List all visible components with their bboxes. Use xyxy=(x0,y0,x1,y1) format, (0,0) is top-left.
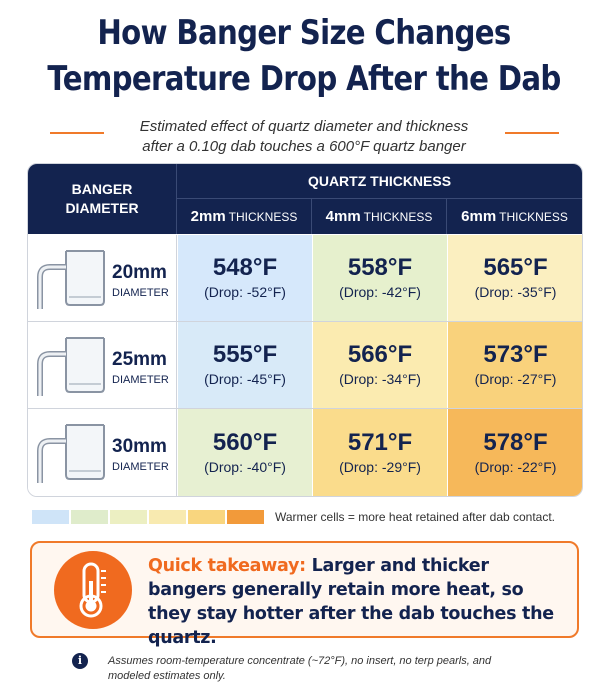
column-unit: THICKNESS xyxy=(228,209,298,224)
takeaway-text: Quick takeaway: Larger and thicker bange… xyxy=(148,554,568,650)
row-unit: DIAMETER xyxy=(112,461,169,473)
column-unit: THICKNESS xyxy=(363,209,433,224)
row-label-30mm: 30mm DIAMETER xyxy=(28,409,177,496)
temp-cell-20mm-6mm: 565°F (Drop: -35°F) xyxy=(447,235,582,321)
footnote: Assumes room-temperature concentrate (~7… xyxy=(108,655,492,682)
temperature-table: BANGER DIAMETER QUARTZ THICKNESS 2mm THIC… xyxy=(27,163,583,497)
row-divider xyxy=(28,408,582,409)
page-title: How Banger Size Changes Temperature Drop… xyxy=(43,10,566,102)
row-divider xyxy=(28,321,582,322)
cell-temperature: 558°F xyxy=(347,254,413,281)
subtitle-rule-right xyxy=(505,132,559,134)
cell-temperature: 571°F xyxy=(347,428,413,456)
cell-drop: (Drop: -22°F) xyxy=(474,458,557,475)
row-unit: DIAMETER xyxy=(112,374,169,386)
legend-swatch xyxy=(149,510,186,524)
info-icon: i xyxy=(72,653,88,669)
legend-swatch xyxy=(71,510,108,524)
legend-swatch xyxy=(227,510,264,524)
legend-swatch xyxy=(110,510,147,524)
cell-drop: (Drop: -35°F) xyxy=(474,284,557,300)
cell-drop: (Drop: -42°F) xyxy=(339,284,421,300)
temp-cell-30mm-6mm: 578°F (Drop: -22°F) xyxy=(447,409,582,496)
corner-header: BANGER DIAMETER xyxy=(28,164,177,234)
temp-cell-30mm-2mm: 560°F (Drop: -40°F) xyxy=(177,409,312,496)
column-header-4mm: 4mm THICKNESS xyxy=(312,199,447,234)
title-line-2: Temperature Drop After the Dab xyxy=(47,59,561,99)
column-header-6mm: 6mm THICKNESS xyxy=(447,199,582,234)
column-size: 6mm xyxy=(461,208,497,225)
subtitle-line-2: after a 0.10g dab touches a 600°F quartz… xyxy=(142,138,466,155)
temp-cell-30mm-4mm: 571°F (Drop: -29°F) xyxy=(312,409,447,496)
temp-cell-20mm-4mm: 558°F (Drop: -42°F) xyxy=(312,235,447,321)
subtitle: Estimated effect of quartz diameter and … xyxy=(110,117,498,157)
row-unit: DIAMETER xyxy=(112,287,169,299)
cell-temperature: 560°F xyxy=(212,428,278,456)
corner-header-line-2: DIAMETER xyxy=(65,200,139,216)
temp-cell-20mm-2mm: 548°F (Drop: -52°F) xyxy=(177,235,312,321)
temp-cell-25mm-4mm: 566°F (Drop: -34°F) xyxy=(312,322,447,408)
corner-header-line-1: BANGER xyxy=(71,181,133,197)
banger-icon xyxy=(37,250,105,309)
banger-icon xyxy=(37,424,105,483)
column-unit: THICKNESS xyxy=(499,209,568,224)
cell-drop: (Drop: -29°F) xyxy=(339,458,421,475)
cell-temperature: 555°F xyxy=(212,341,278,368)
cell-drop: (Drop: -34°F) xyxy=(339,371,421,387)
column-header-2mm: 2mm THICKNESS xyxy=(177,199,312,234)
legend-text: Warmer cells = more heat retained after … xyxy=(275,510,556,524)
takeaway-body: Larger and thicker bangers generally ret… xyxy=(148,556,554,648)
cell-drop: (Drop: -27°F) xyxy=(474,371,557,387)
legend-swatch xyxy=(188,510,225,524)
cell-drop: (Drop: -52°F) xyxy=(204,284,286,300)
cell-drop: (Drop: -45°F) xyxy=(204,371,286,387)
cell-temperature: 548°F xyxy=(212,254,278,281)
banger-icon xyxy=(37,337,105,396)
legend-swatch xyxy=(32,510,69,524)
takeaway-lead: Quick takeaway: xyxy=(148,556,306,576)
takeaway-box: Quick takeaway: Larger and thicker bange… xyxy=(30,541,579,648)
cell-temperature: 578°F xyxy=(483,428,548,456)
row-size: 20mm xyxy=(112,262,167,283)
group-header: QUARTZ THICKNESS xyxy=(177,164,582,199)
row-label-20mm: 20mm DIAMETER xyxy=(28,235,177,321)
title-line-1: How Banger Size Changes xyxy=(97,13,511,53)
subtitle-line-1: Estimated effect of quartz diameter and … xyxy=(139,118,469,135)
cell-temperature: 566°F xyxy=(347,341,413,368)
row-label-25mm: 25mm DIAMETER xyxy=(28,322,177,408)
cell-drop: (Drop: -40°F) xyxy=(204,458,286,475)
subtitle-rule-left xyxy=(50,132,104,134)
thermometer-icon xyxy=(54,551,132,629)
temp-cell-25mm-6mm: 573°F (Drop: -27°F) xyxy=(447,322,582,408)
temp-cell-25mm-2mm: 555°F (Drop: -45°F) xyxy=(177,322,312,408)
cell-temperature: 565°F xyxy=(483,254,548,281)
cell-temperature: 573°F xyxy=(483,341,548,368)
column-size: 2mm xyxy=(190,208,226,225)
row-size: 25mm xyxy=(112,349,167,370)
row-size: 30mm xyxy=(112,436,167,457)
column-size: 4mm xyxy=(325,208,361,225)
